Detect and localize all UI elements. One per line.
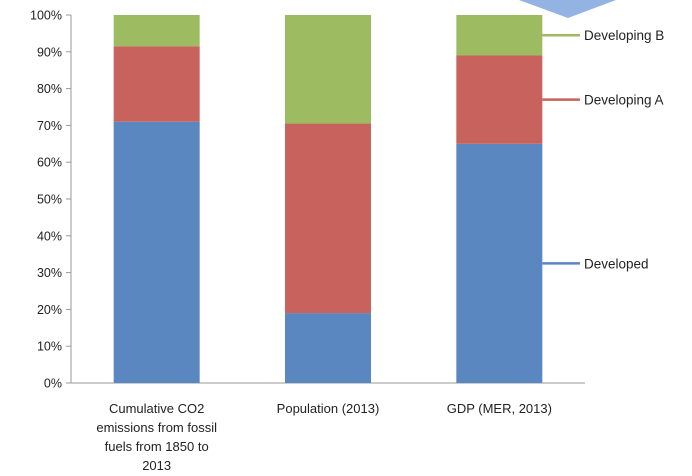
bar-segment-developed <box>113 121 200 383</box>
category-label-line: fuels from 1850 to <box>105 439 209 454</box>
legend: Developed Developing A Developing B <box>542 28 664 271</box>
category-label-line: GDP (MER, 2013) <box>447 401 552 416</box>
y-tick-label: 60% <box>37 156 62 170</box>
category-label-line: 2013 <box>142 458 171 473</box>
bar-segment-developing-a <box>285 123 371 314</box>
category-label: Population (2013) <box>277 401 380 416</box>
bar-segment-developed <box>285 313 371 383</box>
legend-label: Developed <box>584 256 649 271</box>
y-tick-label: 70% <box>37 119 62 133</box>
y-tick-label: 0% <box>44 377 62 391</box>
category-label: GDP (MER, 2013) <box>447 401 552 416</box>
category-label-line: Population (2013) <box>277 401 380 416</box>
category-label-line: emissions from fossil <box>96 420 217 435</box>
bar-segment-developed <box>456 143 543 383</box>
y-tick-label: 50% <box>37 193 62 207</box>
y-tick-label: 10% <box>37 340 62 354</box>
y-tick-label: 20% <box>37 303 62 317</box>
y-tick-label: 80% <box>37 82 62 96</box>
y-tick-label: 90% <box>37 45 62 59</box>
bars-group <box>113 15 543 383</box>
y-tick-label: 40% <box>37 229 62 243</box>
category-label-line: Cumulative CO2 <box>109 401 204 416</box>
bar-segment-developing-b <box>285 15 371 124</box>
bar-segment-developing-a <box>456 55 543 144</box>
legend-label: Developing B <box>584 28 664 43</box>
down-arrow-icon <box>519 0 616 18</box>
legend-label: Developing A <box>584 93 664 108</box>
category-label: Cumulative CO2 emissions from fossil fuels… <box>96 401 217 473</box>
y-tick-label: 100% <box>30 9 62 23</box>
bar-segment-developing-b <box>113 15 200 47</box>
bar-segment-developing-b <box>456 15 543 56</box>
y-axis-ticks: 0% 10% 20% 30% 40% 50% 60% 70% 80% 90% 100% <box>30 9 71 391</box>
category-labels: Cumulative CO2 emissions from fossil fuels… <box>96 401 552 473</box>
bar-segment-developing-a <box>113 46 200 122</box>
y-tick-label: 30% <box>37 266 62 280</box>
